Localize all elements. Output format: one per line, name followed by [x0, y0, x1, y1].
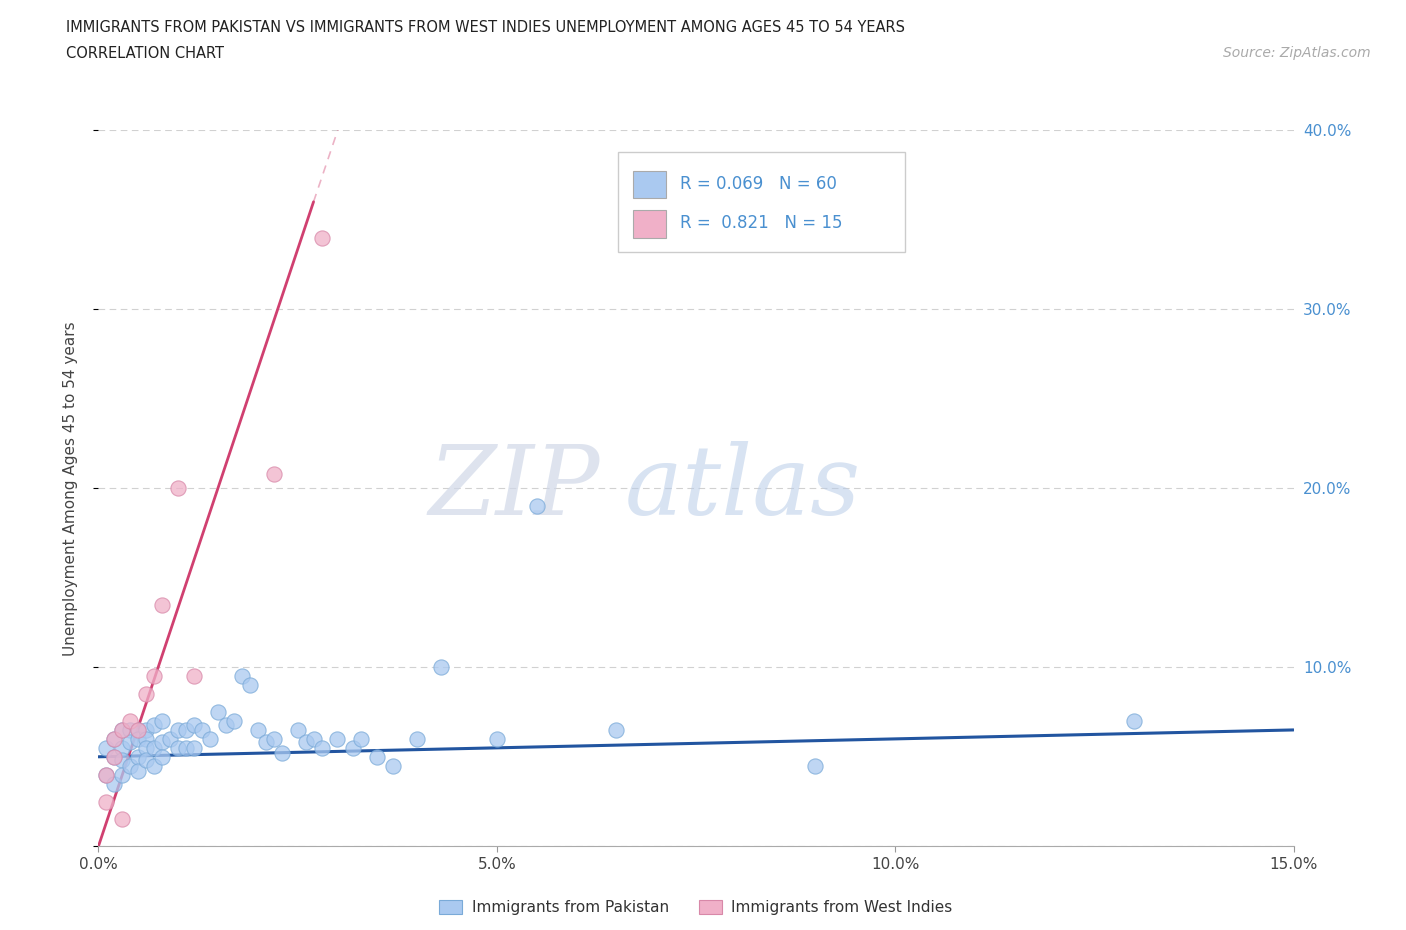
Point: [96, 767, 118, 782]
Point: [127, 750, 149, 764]
Point: [150, 597, 173, 612]
Legend: Immigrants from Pakistan, Immigrants from West Indies: Immigrants from Pakistan, Immigrants fro…: [433, 894, 959, 921]
Bar: [633, 171, 666, 198]
Point: [239, 678, 262, 693]
Text: IMMIGRANTS FROM PAKISTAN VS IMMIGRANTS FROM WEST INDIES UNEMPLOYMENT AMONG AGES : IMMIGRANTS FROM PAKISTAN VS IMMIGRANTS F…: [66, 20, 905, 35]
Point: [96, 767, 118, 782]
Point: [167, 740, 190, 755]
Point: [302, 732, 325, 747]
Point: [143, 717, 166, 732]
Point: [111, 753, 134, 768]
Point: [804, 758, 827, 773]
Point: [485, 732, 508, 747]
Point: [294, 735, 316, 750]
Text: Source: ZipAtlas.com: Source: ZipAtlas.com: [1223, 46, 1371, 60]
Point: [311, 231, 333, 246]
Point: [167, 481, 190, 496]
Text: R =  0.821   N = 15: R = 0.821 N = 15: [681, 214, 844, 232]
Point: [366, 750, 388, 764]
Point: [430, 660, 453, 675]
Point: [127, 732, 149, 747]
Point: [311, 740, 333, 755]
Point: [406, 732, 429, 747]
Point: [150, 713, 173, 728]
Point: [222, 713, 245, 728]
Point: [263, 467, 285, 482]
Point: [120, 723, 142, 737]
Point: [96, 740, 118, 755]
FancyBboxPatch shape: [619, 152, 905, 252]
Point: [167, 723, 190, 737]
Point: [135, 753, 157, 768]
Point: [143, 669, 166, 684]
Point: [198, 732, 221, 747]
Point: [287, 723, 309, 737]
Point: [183, 717, 205, 732]
Point: [143, 758, 166, 773]
Point: [270, 746, 292, 761]
Point: [127, 723, 149, 737]
Point: [120, 713, 142, 728]
Y-axis label: Unemployment Among Ages 45 to 54 years: Unemployment Among Ages 45 to 54 years: [63, 321, 77, 656]
Point: [207, 705, 229, 720]
Text: atlas: atlas: [624, 441, 860, 536]
Point: [111, 812, 134, 827]
Text: CORRELATION CHART: CORRELATION CHART: [66, 46, 224, 61]
Point: [174, 740, 197, 755]
Point: [135, 732, 157, 747]
Text: ZIP: ZIP: [429, 441, 600, 536]
Point: [526, 498, 548, 513]
Point: [111, 740, 134, 755]
Point: [103, 732, 125, 747]
Point: [326, 732, 349, 747]
Point: [96, 794, 118, 809]
Point: [111, 723, 134, 737]
Point: [605, 723, 627, 737]
Point: [215, 717, 238, 732]
Point: [150, 735, 173, 750]
Point: [342, 740, 364, 755]
Point: [120, 735, 142, 750]
Bar: [633, 210, 666, 238]
Point: [120, 758, 142, 773]
Point: [183, 740, 205, 755]
Point: [191, 723, 214, 737]
Point: [103, 732, 125, 747]
Point: [111, 767, 134, 782]
Point: [174, 723, 197, 737]
Point: [231, 669, 253, 684]
Point: [382, 758, 405, 773]
Point: [143, 740, 166, 755]
Point: [103, 750, 125, 764]
Point: [127, 723, 149, 737]
Point: [127, 764, 149, 778]
Point: [246, 723, 269, 737]
Text: R = 0.069   N = 60: R = 0.069 N = 60: [681, 175, 838, 193]
Point: [350, 732, 373, 747]
Point: [150, 750, 173, 764]
Point: [135, 723, 157, 737]
Point: [254, 735, 277, 750]
Point: [263, 732, 285, 747]
Point: [1123, 713, 1146, 728]
Point: [103, 777, 125, 791]
Point: [103, 750, 125, 764]
Point: [111, 723, 134, 737]
Point: [135, 686, 157, 701]
Point: [159, 732, 181, 747]
Point: [135, 740, 157, 755]
Point: [183, 669, 205, 684]
